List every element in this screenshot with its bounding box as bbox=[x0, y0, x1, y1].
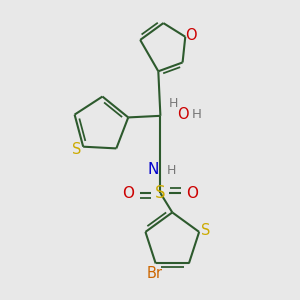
Text: Br: Br bbox=[146, 266, 162, 280]
Text: H: H bbox=[192, 108, 202, 121]
Text: N: N bbox=[148, 162, 159, 177]
Text: H: H bbox=[169, 97, 178, 110]
Text: O: O bbox=[187, 186, 199, 201]
Text: O: O bbox=[177, 107, 188, 122]
Text: S: S bbox=[201, 223, 210, 238]
Text: H: H bbox=[167, 164, 176, 177]
Text: O: O bbox=[122, 186, 134, 201]
Text: S: S bbox=[155, 184, 166, 202]
Text: O: O bbox=[185, 28, 197, 43]
Text: S: S bbox=[72, 142, 81, 157]
